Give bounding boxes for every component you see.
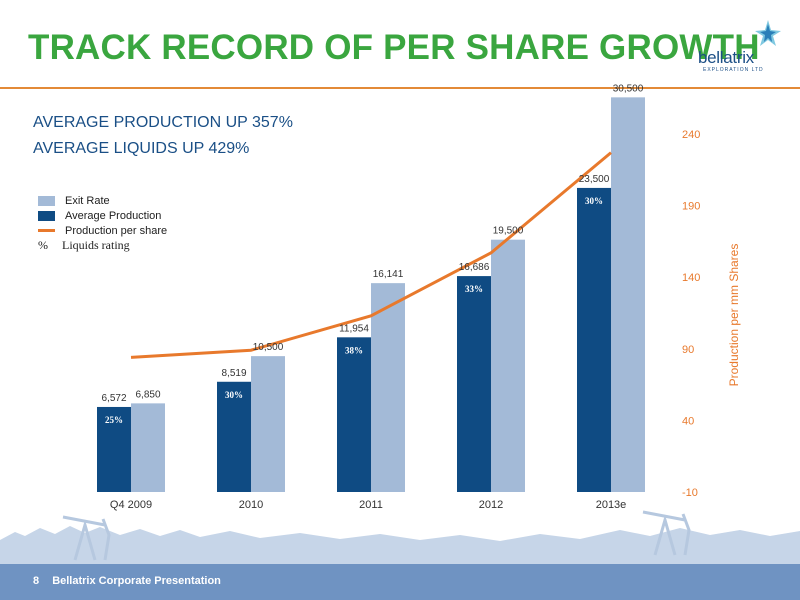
star-logo-icon <box>755 20 781 46</box>
legend-label: Average Production <box>65 209 162 222</box>
avg-production-bar <box>577 187 611 492</box>
avg-production-bar <box>337 337 371 492</box>
exit-rate-bar <box>611 97 645 493</box>
exit-rate-bar <box>131 403 165 492</box>
exit-rate-bar <box>491 239 525 492</box>
liquids-rating-label: 33% <box>465 284 483 294</box>
exit-value-label: 19,500 <box>493 226 524 237</box>
page-title: TRACK RECORD OF PER SHARE GROWTH <box>28 28 760 67</box>
logo-wordmark: bellatrix <box>698 48 754 67</box>
avg-value-label: 16,686 <box>459 262 490 273</box>
category-label: 2013e <box>596 499 627 511</box>
title-divider <box>0 87 800 89</box>
subhead-liquids: AVERAGE LIQUIDS UP 429% <box>33 140 250 157</box>
y2-tick-label: 190 <box>682 201 700 213</box>
legend-item-average-production: Average Production <box>38 208 167 223</box>
page-number: 8 <box>33 575 40 587</box>
landscape-fill <box>0 526 800 564</box>
y2-tick-label: 240 <box>682 129 700 141</box>
y2-tick-label: 90 <box>682 344 694 356</box>
avg-value-label: 11,954 <box>339 323 369 334</box>
liquids-rating-label: 38% <box>345 345 363 355</box>
pumpjack-icon <box>62 515 111 561</box>
legend-label: Exit Rate <box>65 194 110 207</box>
avg-production-swatch <box>38 210 55 221</box>
y2-tick-label: 40 <box>682 415 694 427</box>
avg-value-label: 8,519 <box>221 368 246 379</box>
exit-value-label: 16,141 <box>373 269 404 280</box>
y2-tick-label: 140 <box>682 272 700 284</box>
legend-item-liquids-rating: % Liquids rating <box>38 238 167 253</box>
avg-production-bar <box>97 406 131 492</box>
avg-value-label: 6,572 <box>101 393 126 404</box>
exit-value-label: 30,500 <box>613 83 644 94</box>
logo-subtext: EXPLORATION LTD <box>703 67 764 73</box>
exit-rate-bar <box>371 283 405 492</box>
percent-symbol: % <box>38 238 48 252</box>
legend-item-exit-rate: Exit Rate <box>38 193 167 208</box>
category-label: 2012 <box>479 499 503 511</box>
landscape-silhouette <box>0 510 800 564</box>
liquids-rating-label: 25% <box>105 415 123 425</box>
company-logo: bellatrix EXPLORATION LTD <box>698 20 788 74</box>
exit-rate-bar <box>251 356 285 492</box>
line-swatch <box>38 229 55 232</box>
pumpjack-icon <box>642 510 691 556</box>
category-label: 2010 <box>239 499 263 511</box>
liquids-rating-label: 30% <box>585 196 603 206</box>
footer-bar: 8 Bellatrix Corporate Presentation <box>0 564 800 600</box>
legend-item-production-per-share: Production per share <box>38 223 167 238</box>
avg-production-bar <box>457 276 491 492</box>
production-per-share-line <box>130 151 612 359</box>
legend-label: Liquids rating <box>62 238 130 252</box>
legend-label: Production per share <box>65 224 168 237</box>
exit-rate-swatch <box>38 195 55 206</box>
exit-value-label: 10,500 <box>253 342 284 353</box>
footer-title: Bellatrix Corporate Presentation <box>52 575 221 587</box>
exit-value-label: 6,850 <box>135 389 160 400</box>
avg-production-bar <box>217 381 251 492</box>
footer-text: 8 Bellatrix Corporate Presentation <box>33 575 221 587</box>
avg-value-label: 23,500 <box>579 174 610 185</box>
chart-legend: Exit Rate Average Production Production … <box>38 193 167 253</box>
liquids-rating-label: 30% <box>225 390 243 400</box>
y2-tick-label: -10 <box>682 487 698 499</box>
y2-axis-title: Production per mm Shares <box>727 244 741 387</box>
category-label: 2011 <box>359 499 383 511</box>
category-label: Q4 2009 <box>110 499 152 511</box>
subhead-production: AVERAGE PRODUCTION UP 357% <box>33 114 293 131</box>
